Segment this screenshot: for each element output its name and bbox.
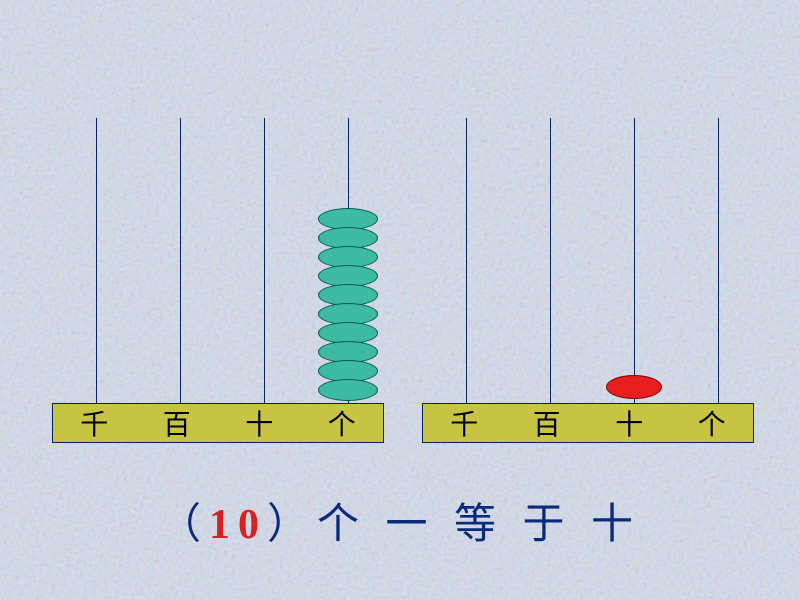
place-value-bar: 千百十个	[52, 403, 384, 443]
place-label-1: 百	[163, 403, 191, 443]
caption-paren-open: （	[159, 502, 209, 548]
caption-paren-close: ）	[267, 502, 317, 548]
counting-frame-left: 千百十个	[52, 118, 384, 443]
caption-rest: 个 一 等 于 十	[317, 502, 641, 548]
bead	[606, 375, 662, 399]
bead	[318, 379, 378, 401]
caption-text: （10）个 一 等 于 十	[0, 490, 800, 551]
rod-2	[634, 118, 635, 403]
diagram-root: 千 百 十 个 千 百 十 个 （10）个 一 等 于 十	[0, 0, 800, 600]
place-label-0: 千	[450, 403, 478, 443]
place-label-3: 个	[328, 403, 356, 443]
rod-3	[718, 118, 719, 403]
place-label-2: 十	[615, 403, 643, 443]
rod-1	[550, 118, 551, 403]
caption-number: 10	[209, 502, 267, 548]
rod-1	[180, 118, 181, 403]
place-label-2: 十	[245, 403, 273, 443]
rod-0	[466, 118, 467, 403]
counting-frame-right: 千百十个	[422, 118, 754, 443]
rod-2	[264, 118, 265, 403]
place-label-0: 千	[80, 403, 108, 443]
place-value-bar: 千百十个	[422, 403, 754, 443]
rod-0	[96, 118, 97, 403]
place-label-3: 个	[698, 403, 726, 443]
place-label-1: 百	[533, 403, 561, 443]
